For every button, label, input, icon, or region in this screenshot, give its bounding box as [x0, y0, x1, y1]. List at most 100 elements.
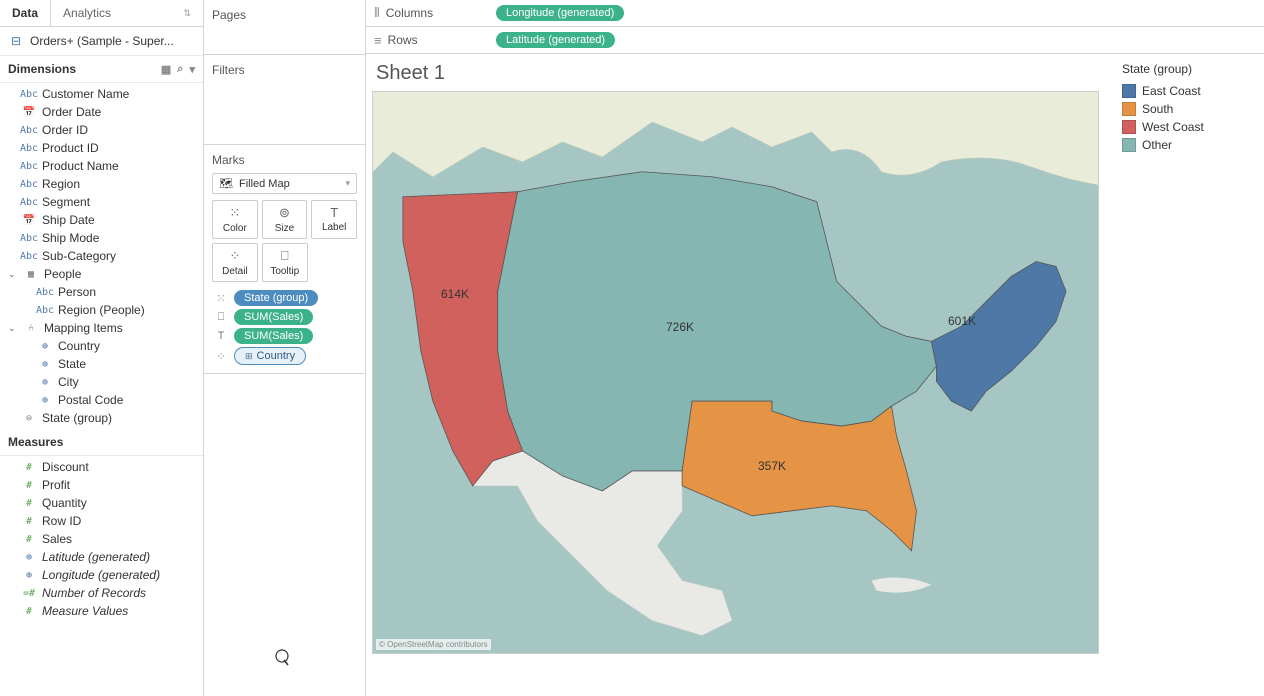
- field-latitude-generated-[interactable]: ⊕Latitude (generated): [0, 548, 203, 566]
- field-measure-values[interactable]: #Measure Values: [0, 602, 203, 620]
- group-mapping[interactable]: ⌄⑃Mapping Items: [0, 319, 203, 337]
- marks-card: Marks 🗺 Filled Map ▾ ⁙Color ⊚Size TLabel…: [204, 145, 365, 374]
- field-type-icon: 📅: [20, 215, 38, 226]
- columns-icon: ⦀: [374, 5, 380, 21]
- field-product-id[interactable]: AbcProduct ID: [0, 139, 203, 157]
- table-icon: ▦: [22, 269, 40, 280]
- dimensions-label: Dimensions: [8, 62, 76, 76]
- columns-shelf[interactable]: ⦀ Columns Longitude (generated): [366, 0, 1264, 27]
- tab-analytics[interactable]: Analytics ⇅: [51, 0, 203, 26]
- field-longitude-generated-[interactable]: ⊕Longitude (generated): [0, 566, 203, 584]
- field-state-group-[interactable]: ⊜State (group): [0, 409, 203, 427]
- field-region[interactable]: Abc Region: [0, 175, 203, 193]
- field-person[interactable]: AbcPerson: [0, 283, 203, 301]
- mark-pill-icon[interactable]: T: [212, 330, 230, 342]
- legend-swatch: [1122, 84, 1136, 98]
- canada-land: [373, 92, 1098, 187]
- legend-items: East CoastSouthWest CoastOther: [1122, 82, 1256, 154]
- field-type-icon: Abc: [20, 179, 38, 190]
- filters-shelf[interactable]: Filters: [204, 55, 365, 145]
- rows-shelf[interactable]: ≡ Rows Latitude (generated): [366, 27, 1264, 54]
- label-icon: T: [314, 205, 354, 220]
- field-order-id[interactable]: AbcOrder ID: [0, 121, 203, 139]
- field-type-icon: Abc: [20, 233, 38, 244]
- group-people[interactable]: ⌄▦People: [0, 265, 203, 283]
- field-country[interactable]: ⊕Country: [0, 337, 203, 355]
- mark-pill-icon[interactable]: ⎕: [212, 311, 230, 324]
- field-type-icon: Abc: [36, 305, 54, 316]
- field-type-icon: ⊜: [20, 413, 38, 424]
- tab-data[interactable]: Data: [0, 0, 51, 26]
- field-sub-category[interactable]: AbcSub-Category: [0, 247, 203, 265]
- rows-pill-latitude[interactable]: Latitude (generated): [496, 32, 615, 48]
- field-type-icon: #: [20, 606, 38, 617]
- field-order-date[interactable]: 📅Order Date: [0, 103, 203, 121]
- hierarchy-icon: ⑃: [22, 323, 40, 334]
- mark-pill-icon[interactable]: ⁙: [212, 292, 230, 305]
- field-ship-mode[interactable]: AbcShip Mode: [0, 229, 203, 247]
- field-label: Region (People): [58, 303, 145, 317]
- field-label: State: [58, 357, 86, 371]
- field-type-icon: Abc: [36, 287, 54, 298]
- field-number-of-records[interactable]: =#Number of Records: [0, 584, 203, 602]
- map-label-south: 357K: [758, 459, 786, 473]
- field-segment[interactable]: AbcSegment: [0, 193, 203, 211]
- map-viz[interactable]: 614K 726K 601K 357K © OpenStreetMap cont…: [372, 91, 1099, 654]
- viz-wrap: Sheet 1: [366, 54, 1264, 696]
- mark-detail-button[interactable]: ⁘Detail: [212, 243, 258, 282]
- field-type-icon: #: [20, 516, 38, 527]
- legend-item-east-coast[interactable]: East Coast: [1122, 82, 1256, 100]
- sheet-title[interactable]: Sheet 1: [372, 60, 1108, 91]
- marks-buttons-row1: ⁙Color ⊚Size TLabel: [212, 200, 357, 239]
- view-icon[interactable]: ▦: [161, 63, 171, 76]
- field-product-name[interactable]: AbcProduct Name: [0, 157, 203, 175]
- size-icon: ⊚: [265, 205, 305, 221]
- mark-pill[interactable]: ⊞Country: [234, 347, 306, 365]
- pages-shelf[interactable]: Pages: [204, 0, 365, 55]
- mark-pill[interactable]: SUM(Sales): [234, 328, 313, 344]
- field-label: Region: [42, 177, 80, 191]
- field-ship-date[interactable]: 📅Ship Date: [0, 211, 203, 229]
- field-postal-code[interactable]: ⊕Postal Code: [0, 391, 203, 409]
- field-type-icon: 📅: [20, 107, 38, 118]
- legend-item-south[interactable]: South: [1122, 100, 1256, 118]
- field-discount[interactable]: #Discount: [0, 458, 203, 476]
- color-icon: ⁙: [215, 205, 255, 221]
- field-profit[interactable]: #Profit: [0, 476, 203, 494]
- region-east-coast[interactable]: [931, 262, 1066, 412]
- group-label: Mapping Items: [44, 321, 123, 335]
- field-label: Profit: [42, 478, 70, 492]
- main-area: ⦀ Columns Longitude (generated) ≡ Rows L…: [366, 0, 1264, 696]
- field-type-icon: ⊕: [36, 359, 54, 370]
- mark-tooltip-label: Tooltip: [270, 266, 299, 277]
- field-quantity[interactable]: #Quantity: [0, 494, 203, 512]
- field-state[interactable]: ⊕ State: [0, 355, 203, 373]
- datasource-row[interactable]: ⊟ Orders+ (Sample - Super...: [0, 27, 203, 56]
- mark-pill-icon[interactable]: ⁘: [212, 350, 230, 363]
- field-sales[interactable]: #Sales: [0, 530, 203, 548]
- measures-list: #Discount#Profit#Quantity#Row ID#Sales⊕L…: [0, 456, 203, 622]
- mark-tooltip-button[interactable]: ⎕Tooltip: [262, 243, 308, 282]
- field-type-icon: ⊕: [36, 395, 54, 406]
- map-svg: [373, 92, 1098, 653]
- legend-item-other[interactable]: Other: [1122, 136, 1256, 154]
- field-city[interactable]: ⊕City: [0, 373, 203, 391]
- region-south[interactable]: [682, 401, 916, 551]
- mark-size-button[interactable]: ⊚Size: [262, 200, 308, 239]
- legend-item-west-coast[interactable]: West Coast: [1122, 118, 1256, 136]
- mark-pill[interactable]: State (group): [234, 290, 318, 306]
- search-icon[interactable]: ⌕: [177, 63, 183, 76]
- field-customer-name[interactable]: AbcCustomer Name: [0, 85, 203, 103]
- mark-color-button[interactable]: ⁙Color: [212, 200, 258, 239]
- field-label: Segment: [42, 195, 90, 209]
- mark-pill[interactable]: SUM(Sales): [234, 309, 313, 325]
- field-region-people-[interactable]: Abc Region (People): [0, 301, 203, 319]
- marks-type-dropdown[interactable]: 🗺 Filled Map ▾: [212, 173, 357, 194]
- mark-label-button[interactable]: TLabel: [311, 200, 357, 239]
- columns-pill-longitude[interactable]: Longitude (generated): [496, 5, 624, 21]
- menu-icon[interactable]: ▾: [189, 63, 195, 76]
- cuba-land: [872, 577, 932, 592]
- marks-pills-list: ⁙ State (group) ⎕ SUM(Sales) T SUM(Sales) ⁘ ⊞Co…: [212, 290, 357, 365]
- field-row-id[interactable]: #Row ID: [0, 512, 203, 530]
- field-label: Latitude (generated): [42, 550, 150, 564]
